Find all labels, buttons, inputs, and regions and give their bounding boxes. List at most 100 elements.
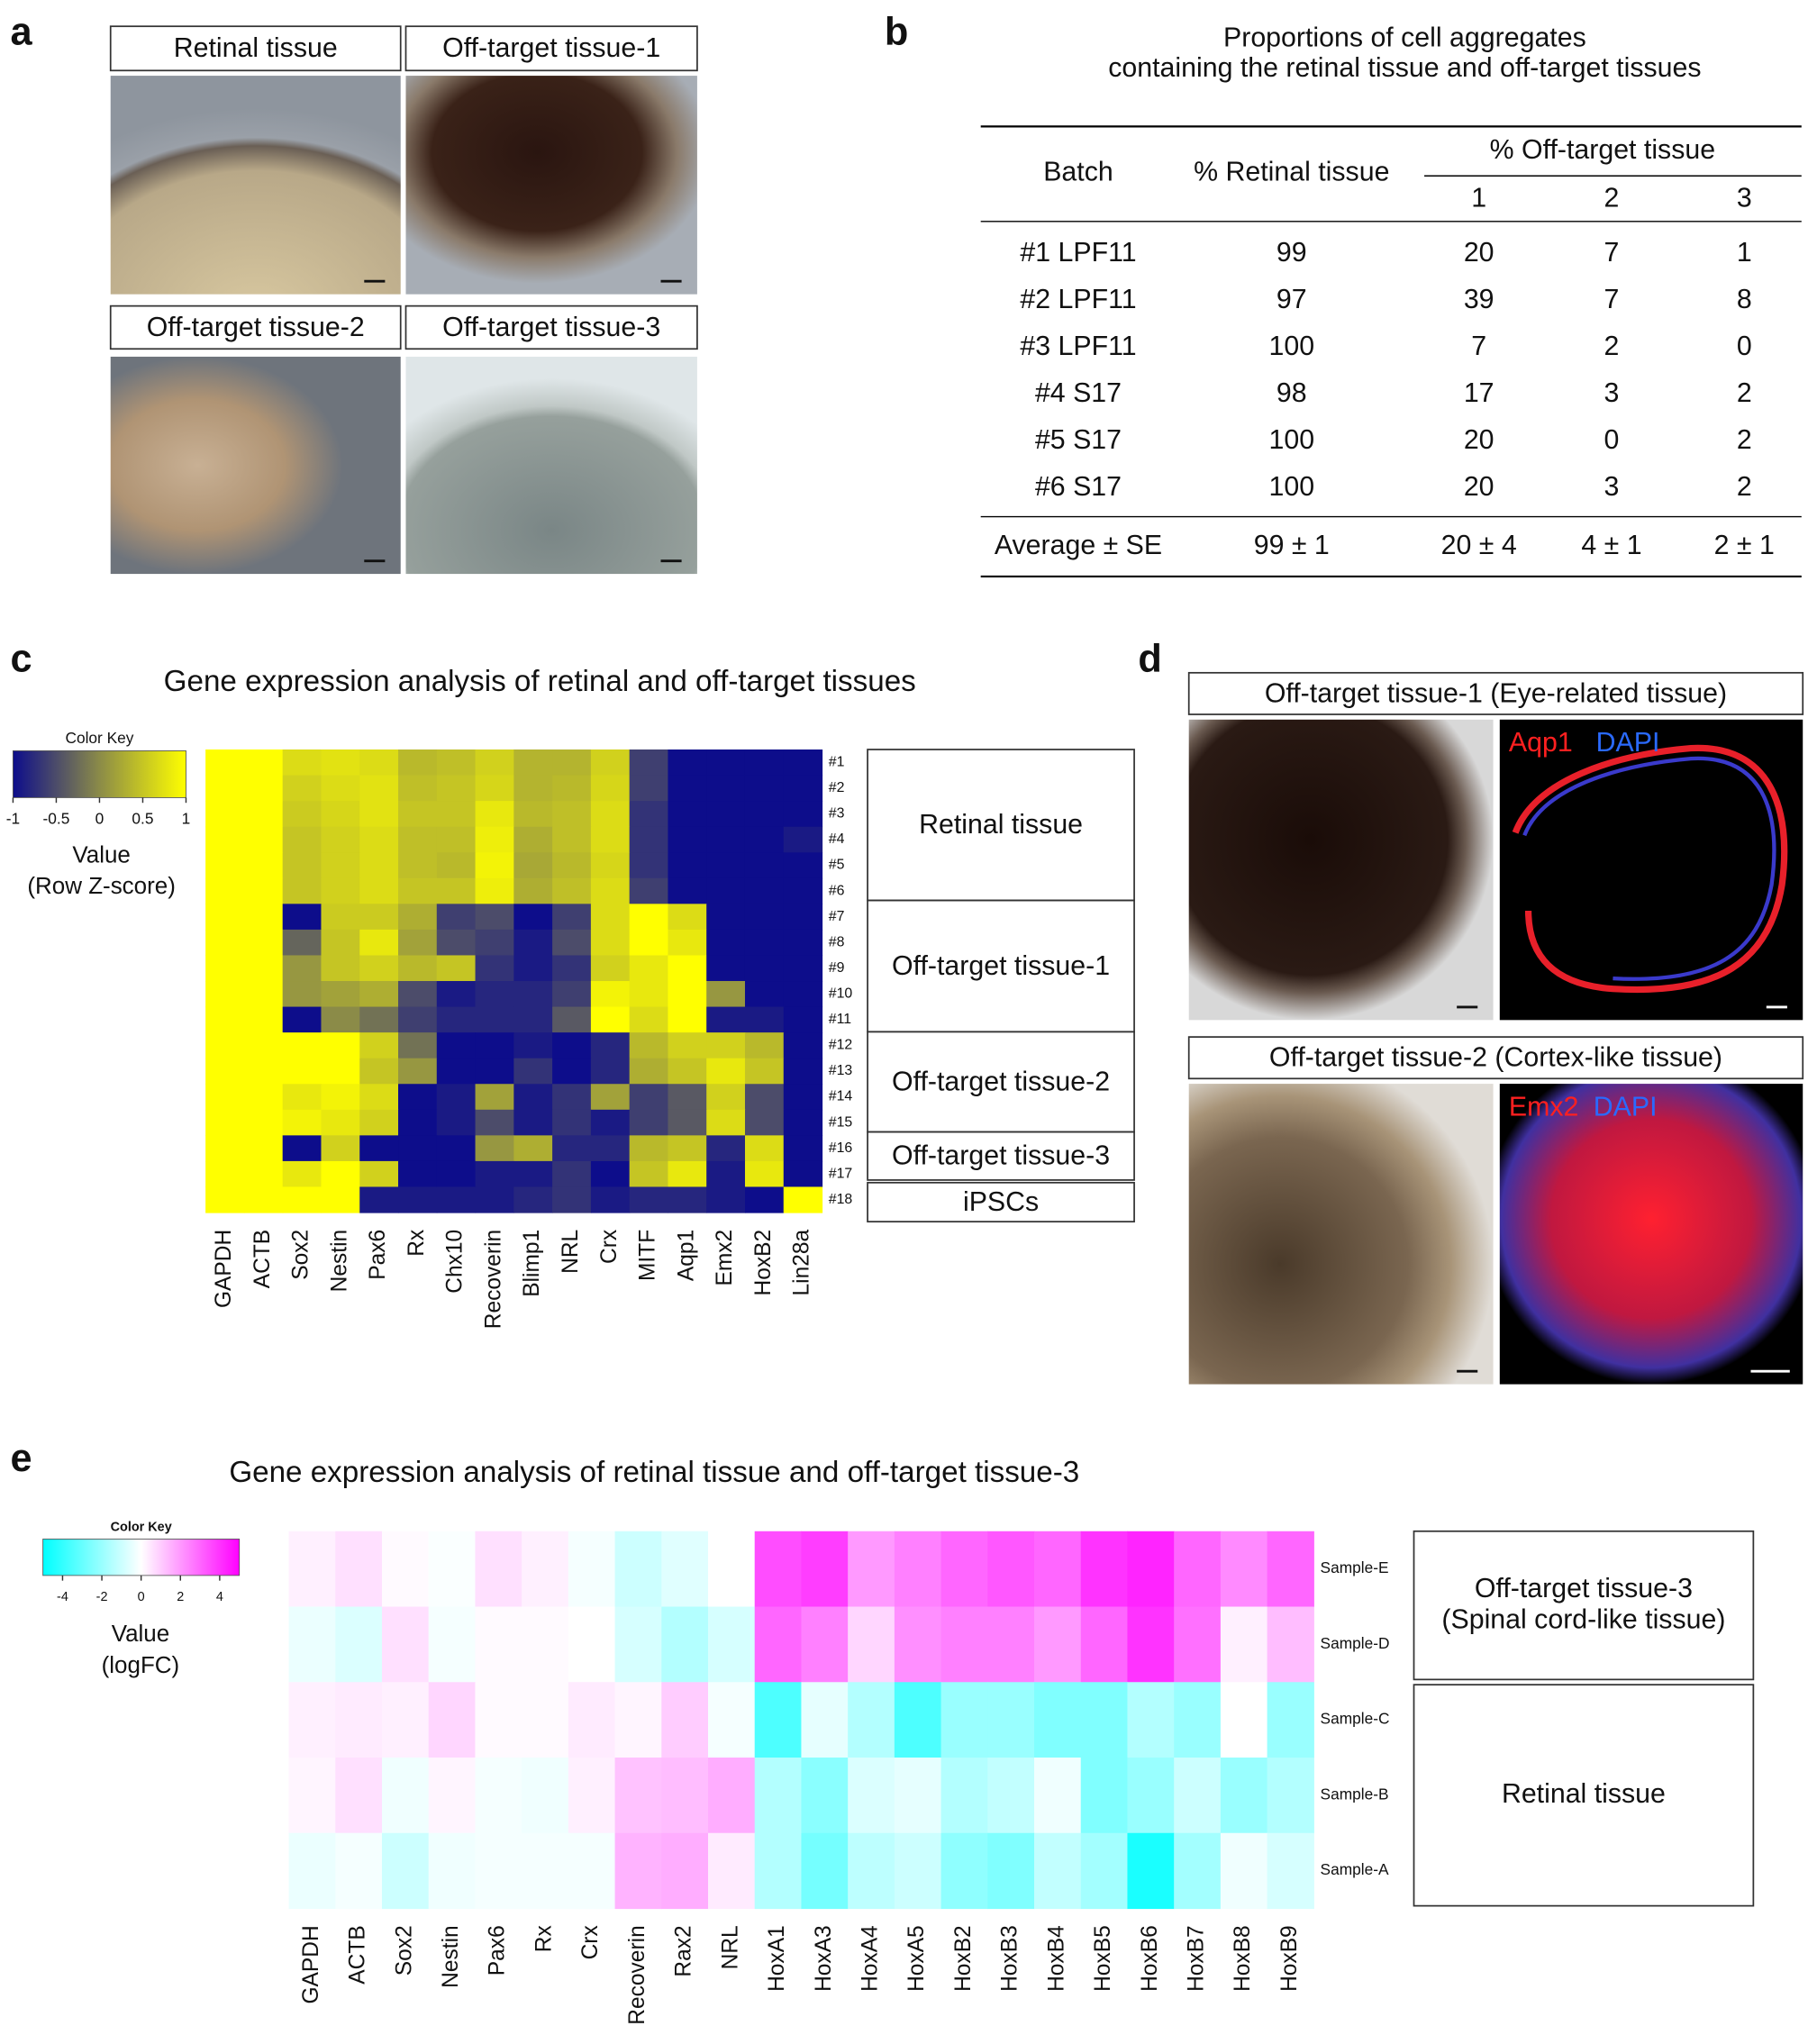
row-label: #16 xyxy=(829,1140,853,1156)
heatmap-cell xyxy=(359,1058,399,1085)
heatmap-cell xyxy=(282,852,323,879)
heatmap-cell xyxy=(706,904,746,931)
heatmap-cell xyxy=(614,1531,662,1608)
heatmap-cell xyxy=(783,904,823,931)
heatmap-cell xyxy=(513,1160,553,1188)
heatmap-cell xyxy=(321,1186,360,1213)
panel-label: d xyxy=(1138,637,1161,680)
heatmap-cell xyxy=(706,852,746,879)
heatmap-cell xyxy=(436,826,477,853)
heatmap-cell xyxy=(359,1084,399,1111)
heatmap-cell xyxy=(629,929,669,957)
heatmap-cell xyxy=(335,1682,383,1758)
heatmap-cell xyxy=(522,1606,569,1683)
column-label: Sox2 xyxy=(392,1925,416,1976)
heatmap-cell xyxy=(707,1606,756,1683)
column-label: MITF xyxy=(636,1230,660,1281)
table-cell: 7 xyxy=(1604,285,1620,314)
heatmap-cell xyxy=(475,955,514,982)
heatmap-cell xyxy=(288,1682,336,1758)
heatmap-cell xyxy=(321,826,360,853)
heatmap-cell xyxy=(475,775,514,802)
group-box xyxy=(867,1181,1135,1223)
heatmap-cell xyxy=(321,801,360,828)
heatmap-cell xyxy=(475,1758,522,1834)
column-label: Lin28a xyxy=(790,1229,814,1295)
table-cell: 0 xyxy=(1604,425,1620,455)
heatmap-cell xyxy=(668,1058,707,1085)
heatmap-cell xyxy=(335,1531,383,1608)
column-label: Rax2 xyxy=(672,1925,696,1976)
heatmap-cell xyxy=(568,1758,616,1834)
heatmap-cell xyxy=(335,1832,383,1910)
row-label: Sample-B xyxy=(1321,1785,1389,1803)
heatmap-cell xyxy=(706,1135,746,1162)
heatmap-cell xyxy=(513,775,553,802)
key-tick-label: 2 xyxy=(177,1590,184,1604)
heatmap-cell xyxy=(801,1832,849,1910)
heatmap-cell xyxy=(783,1135,823,1162)
heatmap-cell xyxy=(668,877,707,904)
heatmap-cell xyxy=(590,775,631,802)
heatmap-cell xyxy=(629,1135,669,1162)
heatmap-cell xyxy=(321,1135,360,1162)
heatmap-cell xyxy=(205,1032,245,1059)
group-box xyxy=(1413,1530,1755,1681)
stain-outline xyxy=(1512,744,1788,994)
heatmap-cell xyxy=(706,981,746,1008)
heatmap-cell xyxy=(744,877,785,904)
heatmap-cell xyxy=(668,929,707,957)
heatmap-cell xyxy=(288,1758,336,1834)
heatmap-cell xyxy=(801,1758,849,1834)
heatmap-cell xyxy=(661,1606,709,1683)
heatmap-cell xyxy=(706,1160,746,1188)
heatmap-cell xyxy=(243,1084,284,1111)
heatmap-cell xyxy=(783,877,823,904)
heatmap-cell xyxy=(475,1135,514,1162)
row-label: #3 xyxy=(829,806,845,822)
heatmap-cell xyxy=(359,877,399,904)
heatmap-cell xyxy=(783,1058,823,1085)
group-box xyxy=(1413,1684,1755,1907)
stain-label: DAPI xyxy=(1596,728,1660,758)
heatmap-cell xyxy=(629,1186,669,1213)
heatmap-cell xyxy=(629,1058,669,1085)
heatmap-cell xyxy=(1080,1606,1129,1683)
heatmap-cell xyxy=(282,1109,323,1136)
heatmap-cell xyxy=(552,1109,592,1136)
panel-label: e xyxy=(11,1437,32,1480)
heatmap-cell xyxy=(629,775,669,802)
heatmap-cell xyxy=(282,1084,323,1111)
heatmap-cell xyxy=(661,1832,709,1910)
heatmap-cell xyxy=(940,1531,988,1608)
heatmap-cell xyxy=(940,1682,988,1758)
photo xyxy=(1499,1084,1803,1385)
heatmap-cell xyxy=(282,749,323,777)
row-label: #10 xyxy=(829,986,853,1001)
heatmap-cell xyxy=(398,929,438,957)
heatmap-cell xyxy=(513,877,553,904)
heatmap-cell xyxy=(436,1058,477,1085)
heatmap-cell xyxy=(436,1006,477,1033)
table-cell: #2 LPF11 xyxy=(1020,285,1136,314)
stain-inner xyxy=(1522,756,1776,981)
table-cell: 7 xyxy=(1471,332,1486,361)
heatmap-cell xyxy=(513,749,553,777)
key-tick-label: 1 xyxy=(182,810,191,828)
photo xyxy=(110,356,401,575)
heatmap-cell xyxy=(744,1006,785,1033)
heatmap-cell xyxy=(513,1084,553,1111)
heatmap-cell xyxy=(590,1135,631,1162)
row-label: #18 xyxy=(829,1192,853,1207)
row-label: #1 xyxy=(829,754,845,769)
group-label: Off-target tissue-1 xyxy=(892,951,1110,981)
table-cell: #3 LPF11 xyxy=(1020,332,1136,361)
heatmap-cell xyxy=(436,801,477,828)
heatmap-cell xyxy=(1220,1606,1268,1683)
heatmap-cell xyxy=(475,1058,514,1085)
color-key-label: Value xyxy=(72,840,131,868)
heatmap-cell xyxy=(381,1682,430,1758)
panel-label: a xyxy=(11,10,33,53)
heatmap-cell xyxy=(801,1682,849,1758)
